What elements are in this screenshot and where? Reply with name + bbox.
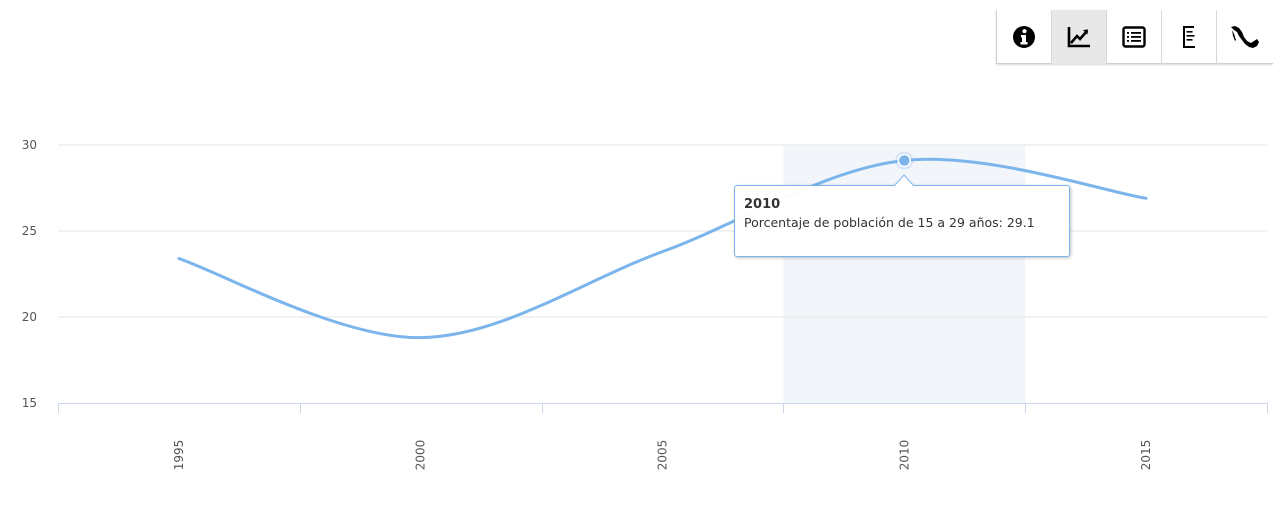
map-button[interactable] [1217, 10, 1272, 64]
line-chart-button[interactable] [1052, 10, 1107, 64]
x-tick-label: 2010 [897, 440, 911, 471]
x-tick-label: 2005 [656, 440, 670, 471]
x-tick-label: 2015 [1139, 440, 1153, 471]
text-document-icon [1183, 26, 1195, 48]
y-tick-label: 15 [22, 396, 37, 410]
x-tick-label: 1995 [172, 440, 186, 471]
line-chart-icon [1067, 27, 1090, 48]
data-tooltip: 2010 Porcentaje de población de 15 a 29 … [734, 185, 1070, 257]
info-icon [1013, 26, 1035, 48]
chart-toolbar [996, 10, 1273, 64]
series-line [177, 157, 1148, 340]
tooltip-value: Porcentaje de población de 15 a 29 años:… [744, 215, 1035, 230]
tooltip-year: 2010 [744, 197, 781, 212]
table-list-icon [1122, 26, 1146, 48]
tooltip-pointer [894, 174, 915, 187]
x-tick-label: 2000 [414, 440, 428, 471]
y-axis: 15 20 25 30 [22, 138, 37, 410]
y-tick-label: 30 [22, 138, 37, 152]
grid-lines [58, 144, 1267, 318]
series-group [177, 151, 1148, 340]
mexico-map-icon [1230, 26, 1259, 48]
y-tick-label: 25 [22, 224, 37, 238]
x-axis: 1995 2000 2005 2010 2015 [58, 403, 1268, 470]
y-tick-label: 20 [22, 310, 37, 324]
table-button[interactable] [1107, 10, 1162, 64]
data-point[interactable] [897, 153, 912, 168]
text-button[interactable] [1162, 10, 1217, 64]
info-button[interactable] [997, 10, 1052, 64]
